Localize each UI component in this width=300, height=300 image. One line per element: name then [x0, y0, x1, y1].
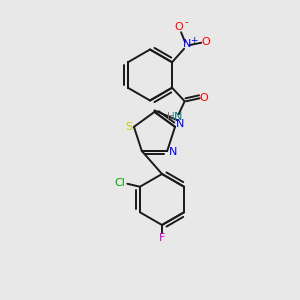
Text: O: O — [174, 22, 183, 32]
Text: Cl: Cl — [114, 178, 125, 188]
Text: O: O — [202, 37, 210, 47]
Text: H: H — [167, 112, 175, 122]
Text: N: N — [168, 148, 177, 158]
Text: N: N — [183, 39, 191, 49]
Text: F: F — [159, 232, 165, 243]
Text: O: O — [200, 93, 208, 103]
Text: N: N — [174, 112, 182, 122]
Text: N: N — [176, 119, 184, 129]
Text: -: - — [185, 17, 188, 27]
Text: +: + — [190, 36, 198, 45]
Text: S: S — [125, 122, 132, 132]
